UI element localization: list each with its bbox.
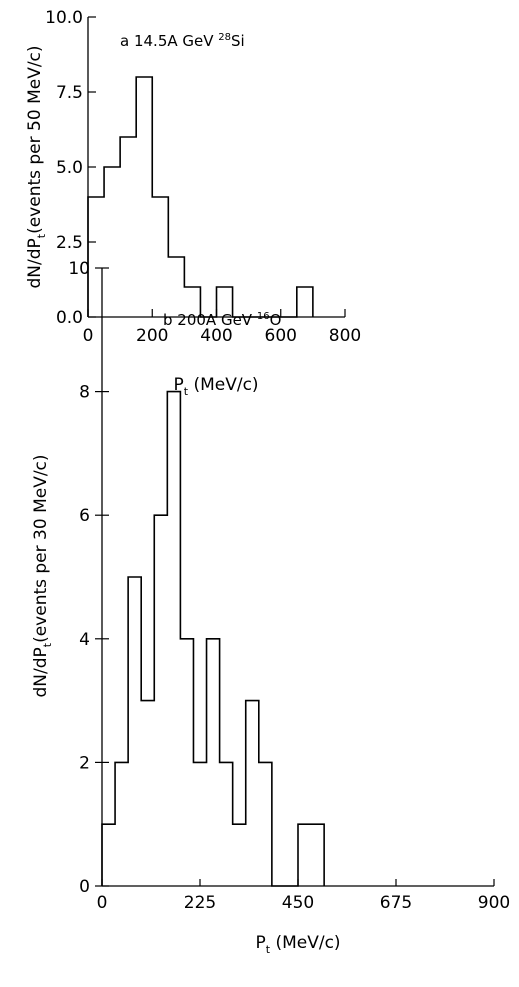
x-tick-label: 225 [184,893,216,913]
y-tick-label: 5.0 [56,158,83,178]
y-axis-label: dN/dPt(events per 50 MeV/c) [25,45,48,288]
x-tick-label: 675 [380,893,412,913]
histogram-bin [128,577,141,886]
y-tick-label: 0.0 [56,308,83,328]
y-tick-label: 2.5 [56,233,83,253]
panel-title: a 14.5A GeV 28Si [120,32,245,50]
x-tick-label: 450 [282,893,314,913]
x-tick-label: 0 [83,326,94,346]
panel-title: b 200A GeV 16O [163,311,281,329]
histogram-bin [311,824,324,886]
x-axis-label: Pt (MeV/c) [173,375,258,398]
histogram-bin [246,701,259,886]
histogram-outline [101,390,325,887]
histogram-bin [152,197,168,317]
x-tick-label: 600 [265,326,297,346]
histogram-bin [115,762,128,886]
histogram-bin [102,824,115,886]
histogram-bin [136,77,152,317]
y-tick-label: 10 [68,259,90,279]
histogram-bin [120,137,136,317]
histogram-panel-b: 0 225 450 675 900 0 2 4 6 8 10 Pt (MeV/c) dN/dPt(eve… [31,259,510,956]
y-tick-label: 6 [79,506,90,526]
y-tick-label: 8 [79,383,90,403]
y-tick-label: 2 [79,753,90,773]
histogram-bin [220,762,233,886]
y-tick-label: 4 [79,630,90,650]
histogram-bin [168,257,184,317]
x-tick-label: 200 [136,326,168,346]
x-tick-label: 800 [329,326,361,346]
x-tick-label: 0 [97,893,108,913]
histogram-bin [180,639,193,886]
histogram-bin [297,287,313,317]
histogram-bin [104,167,120,317]
histogram-bin [141,701,154,886]
histogram-bin [154,515,167,886]
x-tick-label: 900 [478,893,510,913]
y-tick-label: 7.5 [56,83,83,103]
histogram-bin [259,762,272,886]
y-tick-label: 0 [79,877,90,897]
histogram-panel-a: 0 200 400 600 800 0.0 2.5 5.0 7.5 10.0 Pt (MeV/c) d… [25,8,361,398]
histogram-bin [298,824,311,886]
x-tick-label: 400 [200,326,232,346]
histogram-bin [207,639,220,886]
y-axis-label: dN/dPt(events per 30 MeV/c) [31,454,54,697]
histogram-bin [167,392,180,886]
y-tick-label: 10.0 [45,8,83,28]
histogram-outline [87,76,314,318]
histogram-bin [193,762,206,886]
x-axis-label: Pt (MeV/c) [255,933,340,956]
histogram-bin [233,824,246,886]
